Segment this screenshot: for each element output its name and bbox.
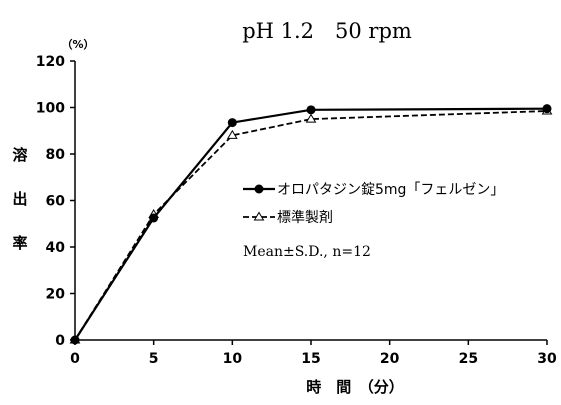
x-tick-label: 5 bbox=[149, 351, 159, 367]
y-tick-label: 60 bbox=[46, 194, 66, 210]
legend-label-series-2: 標準製剤 bbox=[277, 210, 333, 226]
series-1-point-4 bbox=[542, 104, 552, 114]
x-tick-label: 20 bbox=[380, 351, 400, 367]
y-axis-label-char-1: 溶 bbox=[12, 146, 27, 164]
y-ticks: 0 20 40 60 80 100 120 bbox=[36, 54, 75, 349]
y-tick-label: 80 bbox=[46, 147, 66, 163]
y-tick-label: 40 bbox=[46, 240, 66, 256]
x-tick-label: 15 bbox=[301, 351, 320, 367]
axes bbox=[74, 61, 547, 341]
series-layer bbox=[69, 104, 553, 345]
y-unit-label: （%） bbox=[61, 38, 94, 51]
series-1-point-0 bbox=[70, 335, 80, 345]
x-axis-label: 時 間 （分） bbox=[306, 378, 404, 396]
y-tick-label: 120 bbox=[36, 54, 65, 70]
x-tick-label: 25 bbox=[459, 351, 478, 367]
x-ticks: 0 5 10 15 20 25 30 bbox=[70, 340, 557, 367]
series-1-point-1 bbox=[149, 213, 159, 223]
legend-marker-series-1 bbox=[254, 184, 264, 194]
x-tick-label: 30 bbox=[537, 351, 557, 367]
legend: オロパタジン錠5mg「フェルゼン」 標準製剤 bbox=[243, 182, 504, 226]
stats-annotation: Mean±S.D., n=12 bbox=[243, 244, 371, 260]
chart-title: pH 1.2 50 rpm bbox=[242, 19, 412, 43]
x-tick-label: 10 bbox=[223, 351, 243, 367]
y-axis-label-char-3: 率 bbox=[12, 234, 27, 252]
legend-marker-series-2 bbox=[253, 211, 265, 221]
series-2-line bbox=[74, 110, 548, 341]
y-tick-label: 20 bbox=[46, 287, 66, 303]
y-axis-title: 溶 出 率 bbox=[12, 146, 27, 252]
series-1-point-3 bbox=[306, 105, 316, 115]
x-tick-label: 0 bbox=[70, 351, 80, 367]
y-axis-label-char-2: 出 bbox=[12, 190, 27, 208]
series-2-point-2 bbox=[226, 129, 238, 139]
legend-label-series-1: オロパタジン錠5mg「フェルゼン」 bbox=[277, 182, 504, 198]
series-1-point-2 bbox=[227, 118, 237, 128]
y-tick-label: 100 bbox=[36, 101, 65, 117]
y-tick-label: 0 bbox=[55, 333, 65, 349]
series-2-point-3 bbox=[305, 113, 317, 123]
